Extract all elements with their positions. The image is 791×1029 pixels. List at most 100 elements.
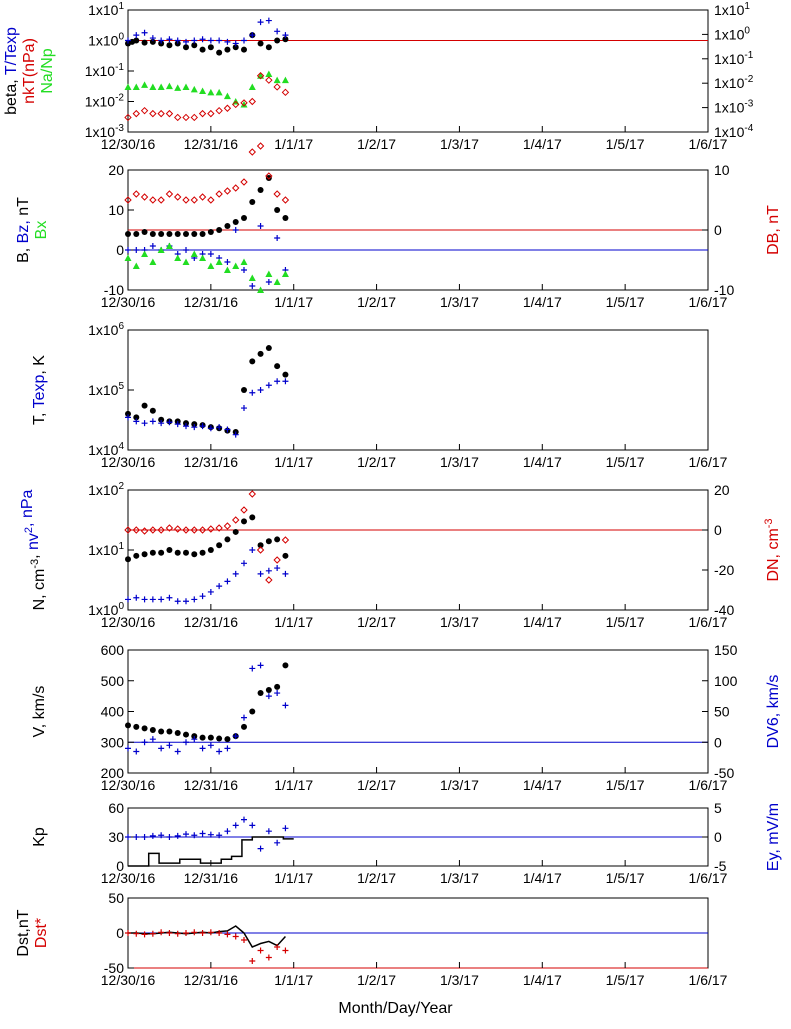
data-point	[149, 418, 156, 425]
data-point	[265, 270, 273, 277]
right-axis-label: DN, cm-3	[763, 518, 782, 581]
data-point	[182, 258, 190, 265]
data-point	[191, 733, 198, 740]
data-point	[166, 231, 173, 237]
data-point	[223, 522, 232, 530]
data-point	[249, 32, 256, 39]
right-tick-label: 0	[714, 222, 722, 238]
date-label: 1/5/17	[606, 972, 645, 988]
data-point	[281, 88, 290, 97]
data-point	[224, 426, 231, 433]
data-point	[265, 175, 272, 181]
data-point	[274, 536, 281, 543]
data-point	[215, 524, 223, 532]
data-point	[241, 714, 247, 721]
plot-frame	[127, 489, 709, 611]
left-tick-label: 1x102	[88, 481, 124, 498]
date-label: 12/31/16	[184, 454, 239, 470]
data-point	[199, 254, 207, 261]
data-point	[216, 542, 223, 549]
data-point	[256, 72, 265, 80]
data-point	[216, 583, 223, 590]
data-point	[191, 929, 198, 936]
data-point	[248, 490, 256, 498]
data-point	[174, 193, 182, 201]
data-point	[149, 243, 156, 249]
date-label: 1/5/17	[606, 614, 645, 630]
data-point	[249, 514, 256, 521]
data-point	[124, 254, 132, 261]
date-label: 1/2/17	[357, 454, 396, 470]
right-tick-label: -20	[714, 562, 734, 578]
date-label: 1/6/17	[689, 777, 728, 793]
data-point	[191, 832, 198, 839]
data-point	[125, 556, 131, 563]
data-point	[232, 227, 239, 233]
date-label: 12/31/16	[184, 136, 239, 152]
right-tick-label: -5	[714, 858, 727, 874]
plot-frame	[127, 329, 709, 451]
series-line-0	[128, 925, 286, 948]
data-point	[125, 745, 131, 752]
data-point	[224, 223, 231, 229]
data-point	[174, 84, 182, 91]
data-point	[190, 196, 198, 204]
right-tick-label: 0	[714, 829, 722, 845]
data-point	[257, 187, 264, 193]
data-point	[141, 725, 148, 732]
data-point	[141, 551, 148, 558]
data-point	[265, 954, 272, 961]
date-label: 1/5/17	[606, 454, 645, 470]
data-point	[191, 551, 198, 558]
data-point	[232, 100, 240, 109]
date-label: 1/2/17	[357, 777, 396, 793]
date-label: 1/2/17	[357, 136, 396, 152]
data-point	[232, 219, 239, 225]
date-label: 1/4/17	[523, 972, 562, 988]
left-tick-label: 20	[108, 162, 124, 178]
date-label: 12/30/16	[101, 136, 156, 152]
data-point	[232, 431, 239, 438]
data-point	[240, 178, 248, 186]
date-label: 1/3/17	[440, 614, 479, 630]
data-point	[166, 42, 173, 49]
data-point	[174, 549, 181, 556]
right-tick-label: 1x10-4	[714, 123, 754, 140]
data-point	[257, 223, 264, 229]
data-point	[174, 598, 181, 605]
date-label: 12/31/16	[184, 294, 239, 310]
data-point	[133, 552, 140, 559]
left-axis-label: Bx	[33, 221, 50, 240]
data-point	[140, 193, 149, 201]
data-point	[174, 231, 181, 237]
right-tick-label: 1x10-1	[714, 50, 754, 67]
data-point	[224, 536, 231, 543]
right-tick-label: 150	[714, 642, 738, 658]
data-point	[125, 247, 131, 253]
data-point	[232, 822, 239, 829]
left-tick-label: 0	[116, 925, 124, 941]
date-label: 1/1/17	[274, 136, 313, 152]
data-point	[282, 371, 289, 378]
data-point	[215, 106, 223, 115]
data-point	[241, 816, 247, 823]
date-label: 1/1/17	[274, 972, 313, 988]
x-axis-title: Month/Day/Year	[338, 1000, 453, 1017]
data-point	[199, 36, 206, 43]
data-point	[133, 32, 140, 39]
date-label: 1/6/17	[689, 870, 728, 886]
data-point	[224, 38, 231, 45]
data-point	[124, 196, 132, 204]
data-point	[257, 662, 264, 669]
data-point	[157, 83, 165, 90]
data-point	[165, 524, 174, 532]
right-tick-label: 0	[714, 734, 722, 750]
right-axis-label: DB, nT	[765, 205, 782, 255]
data-point	[191, 596, 198, 603]
data-point	[281, 76, 289, 84]
data-point	[141, 931, 148, 938]
right-tick-label: 10	[714, 162, 730, 178]
data-point	[149, 35, 156, 42]
left-axis-label: N, cm-3, nv2, nPa	[19, 489, 48, 610]
data-point	[232, 570, 239, 577]
